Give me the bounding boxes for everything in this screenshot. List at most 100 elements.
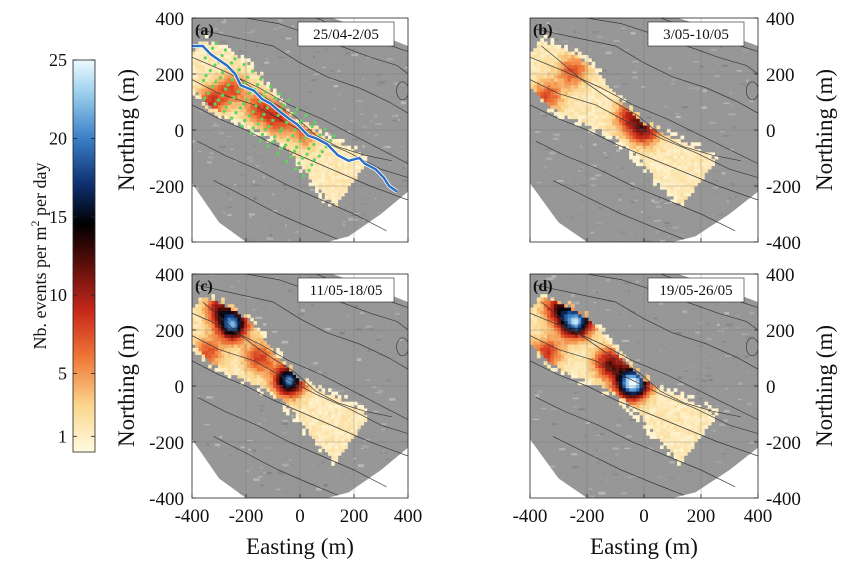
density-cell	[608, 384, 613, 389]
density-cell	[680, 135, 685, 140]
density-cell	[240, 334, 245, 339]
density-cell	[663, 169, 668, 173]
density-cell	[240, 91, 245, 96]
density-cell	[557, 98, 562, 103]
density-cell	[315, 189, 319, 194]
density-cell	[305, 415, 309, 419]
density-cell	[192, 317, 196, 322]
density-cell	[247, 71, 251, 76]
density-cell	[632, 138, 637, 143]
density-cell	[536, 48, 541, 52]
density-cell	[234, 321, 238, 325]
density-cell	[663, 138, 668, 143]
density-cell	[253, 331, 258, 335]
density-cell	[256, 334, 261, 339]
station-dot	[245, 97, 249, 101]
density-cell	[598, 95, 603, 99]
x-tick-label: -200	[570, 506, 605, 527]
density-cell	[577, 75, 582, 79]
density-cell	[192, 88, 196, 93]
density-cell	[687, 415, 692, 419]
density-cell	[260, 381, 264, 386]
density-cell	[598, 125, 603, 130]
density-cell	[683, 411, 688, 416]
density-cell	[250, 61, 254, 66]
density-cell	[204, 337, 209, 342]
density-cell	[321, 199, 326, 204]
density-cell	[334, 398, 339, 402]
density-cell	[581, 88, 586, 93]
station-dot	[234, 111, 238, 115]
density-cell	[240, 61, 245, 66]
density-cell	[279, 351, 284, 355]
density-cell	[687, 159, 692, 163]
density-cell	[673, 445, 678, 450]
density-cell	[250, 334, 254, 339]
density-cell	[230, 371, 235, 376]
density-cell	[298, 155, 303, 160]
density-cell	[574, 374, 579, 379]
density-cell	[234, 344, 238, 349]
density-cell	[550, 297, 555, 302]
station-dot	[248, 91, 252, 95]
density-cell	[588, 381, 592, 386]
density-cell	[677, 421, 681, 426]
density-cell	[571, 337, 575, 342]
density-cell	[237, 314, 241, 318]
density-cell	[636, 145, 640, 150]
density-cell	[315, 408, 319, 413]
density-cell	[308, 182, 313, 187]
density-cell	[659, 428, 664, 433]
density-cell	[701, 425, 705, 429]
density-cell	[328, 135, 332, 140]
density-cell	[337, 175, 342, 180]
density-cell	[625, 398, 630, 402]
density-cell	[663, 401, 668, 406]
density-cell	[618, 135, 623, 140]
density-cell	[673, 145, 678, 150]
density-cell	[347, 152, 352, 157]
density-cell	[581, 344, 586, 349]
density-cell	[601, 351, 606, 355]
density-cell	[328, 186, 332, 190]
density-cell	[321, 179, 326, 183]
density-cell	[204, 65, 209, 69]
density-cell	[615, 361, 620, 366]
density-cell	[560, 314, 565, 318]
density-cell	[230, 75, 235, 79]
density-cell	[591, 115, 596, 120]
density-cell	[547, 321, 551, 325]
density-cell	[618, 381, 623, 386]
density-cell	[237, 344, 241, 349]
density-cell	[666, 398, 671, 402]
contour-line	[530, 104, 758, 201]
density-cell	[588, 378, 592, 382]
density-cell	[295, 138, 300, 143]
density-cell	[550, 341, 555, 345]
density-cell	[677, 138, 681, 143]
density-cell	[683, 418, 688, 423]
density-cell	[208, 314, 212, 318]
density-cell	[240, 347, 245, 352]
density-cell	[227, 88, 232, 93]
density-cell	[553, 61, 558, 66]
density-cell	[683, 142, 688, 146]
density-cell	[224, 58, 228, 62]
density-cell	[260, 115, 264, 120]
density-cell	[204, 44, 209, 49]
density-cell	[629, 108, 633, 113]
density-cell	[659, 394, 664, 399]
density-cell	[247, 364, 251, 369]
density-cell	[673, 411, 678, 416]
density-cell	[318, 172, 322, 177]
density-cell	[540, 347, 544, 352]
density-cell	[211, 361, 215, 366]
density-cell	[253, 334, 258, 339]
density-cell	[198, 41, 203, 46]
density-cell	[234, 115, 238, 120]
density-cell	[670, 149, 674, 153]
density-cell	[618, 394, 623, 399]
density-cell	[588, 112, 592, 116]
density-cell	[195, 331, 199, 335]
